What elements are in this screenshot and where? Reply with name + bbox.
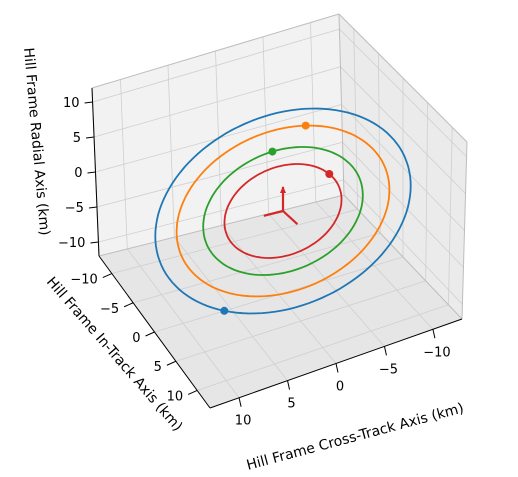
floor-pane	[99, 195, 462, 408]
x-gridline	[310, 22, 317, 203]
orbit-marker-0	[220, 306, 229, 315]
box-edge	[338, 13, 345, 196]
y-tick	[187, 390, 198, 395]
z-tick	[90, 241, 99, 244]
x-gridline	[268, 213, 385, 347]
y-tick	[145, 331, 155, 337]
x-tick	[287, 380, 291, 390]
orbit-traces	[154, 107, 412, 315]
y-tick-label: 10	[167, 389, 184, 404]
y-gridline	[447, 127, 453, 305]
box-edge	[461, 141, 468, 320]
z-tick	[85, 136, 95, 139]
orbit-line-3	[223, 163, 343, 259]
y-gridline	[425, 102, 429, 281]
orbit-marker-3	[325, 170, 334, 178]
x-tick-label: 0	[336, 380, 344, 395]
y-tick	[123, 302, 134, 308]
box-edge	[91, 13, 340, 89]
x-tick-label: −10	[423, 345, 450, 360]
x-tick	[335, 363, 339, 373]
y-gridline	[377, 53, 381, 234]
triad-crosstrack-arrow	[282, 210, 299, 226]
x-gridline	[167, 65, 175, 238]
x-tick-label: −5	[379, 362, 398, 377]
x-axis-label: Hill Frame Cross-Track Axis (km)	[245, 400, 466, 473]
box-edge	[338, 13, 468, 143]
y-tick-label: 0	[132, 331, 140, 346]
y-axis-line	[98, 255, 211, 409]
x-tick-label: 10	[235, 414, 252, 429]
z-tick-label: 0	[74, 166, 82, 181]
y-gridline	[353, 28, 359, 210]
z-tick-label: 10	[63, 96, 80, 111]
x-tick-label: 5	[287, 397, 295, 412]
x-gridline	[174, 236, 288, 381]
z-tick	[88, 206, 98, 209]
z-tick-label: −5	[65, 201, 84, 216]
triad-arrowhead	[280, 186, 286, 193]
x-gridline	[262, 36, 270, 214]
z-axis-label: Hill Frame Radial Axis (km)	[20, 47, 52, 236]
frame-triad	[263, 186, 299, 226]
y-tick-label: −10	[70, 273, 97, 288]
orbit-marker-2	[268, 147, 277, 156]
y-tick-label: 5	[154, 360, 162, 375]
orbit-marker-1	[301, 121, 310, 130]
x-gridline	[315, 201, 434, 330]
triad-intrack-arrow	[263, 209, 284, 217]
y-tick	[102, 273, 113, 278]
z-tick	[84, 101, 93, 104]
box-edge	[98, 194, 345, 257]
z-axis-line	[91, 87, 100, 257]
y-tick-label: −5	[100, 302, 119, 317]
z-tick-label: −10	[58, 236, 85, 251]
z-tick	[87, 171, 96, 174]
x-axis-line	[209, 318, 463, 409]
x-tick	[383, 346, 387, 356]
orbit-line-0	[154, 107, 412, 315]
x-tick	[432, 329, 436, 339]
y-tick	[166, 360, 177, 366]
x-tick	[238, 397, 242, 407]
x-gridline	[120, 79, 128, 249]
x-gridline	[126, 248, 240, 398]
z-tick-label: 5	[73, 131, 81, 146]
box-edge	[343, 194, 463, 320]
orbit-line-2	[202, 146, 364, 276]
